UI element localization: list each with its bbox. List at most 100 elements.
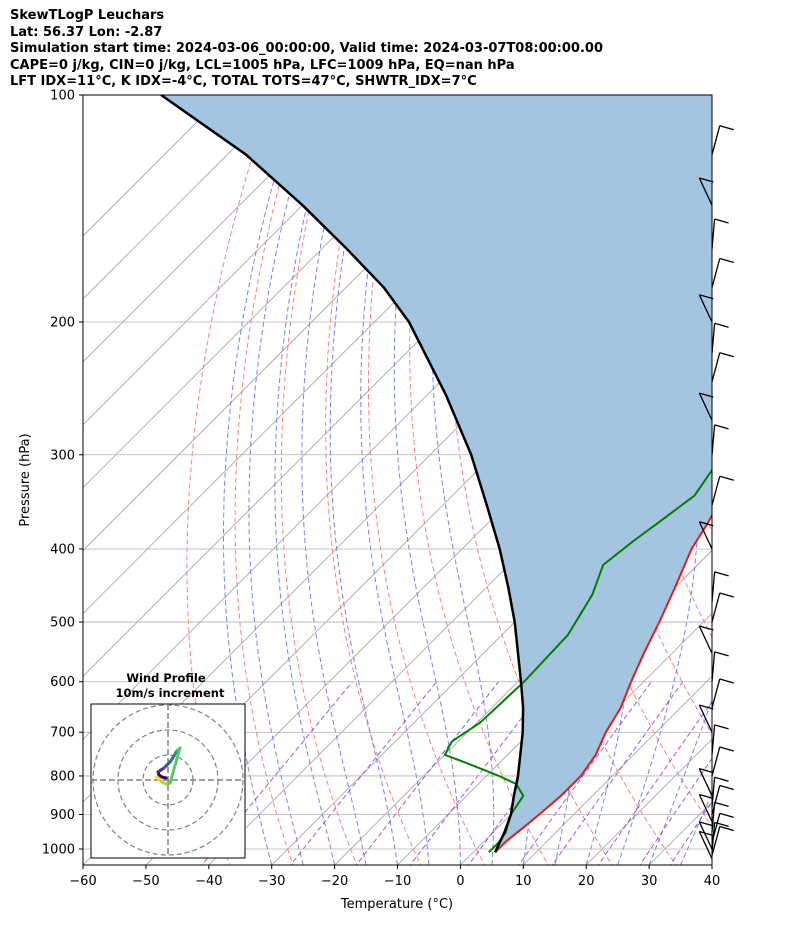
barb-flag	[719, 784, 734, 791]
wind-barb	[698, 521, 714, 550]
barb-shaft	[698, 294, 713, 323]
barb-flag	[699, 625, 714, 631]
barb-flag	[719, 592, 734, 598]
y-tick-label: 400	[50, 542, 75, 557]
wind-barb	[698, 392, 714, 421]
moist-adiabat-line	[301, 95, 367, 865]
mixing-ratio-line	[597, 700, 712, 865]
wind-barb	[711, 776, 729, 808]
barb-shaft	[698, 177, 713, 206]
wind-barb	[698, 177, 714, 206]
barb-flag	[699, 821, 714, 827]
isotherm-line	[711, 864, 712, 865]
barb-flag	[714, 724, 729, 730]
barb-flag	[714, 571, 729, 577]
x-tick-label: −20	[321, 874, 348, 889]
chart-title: SkewTLogP Leuchars	[10, 8, 165, 23]
y-tick-label: 200	[50, 315, 75, 330]
dry-adiabat-line	[761, 95, 794, 868]
y-tick-label: 700	[50, 726, 75, 741]
barb-shaft	[711, 125, 721, 155]
wind-barb	[711, 651, 729, 682]
barb-shaft	[698, 794, 713, 822]
y-tick-label: 300	[50, 448, 75, 463]
wind-barb	[711, 724, 729, 755]
barb-shaft	[698, 831, 713, 859]
time-line: Simulation start time: 2024-03-06_00:00:…	[10, 41, 603, 56]
isotherm-line	[775, 95, 794, 865]
barb-flag	[699, 521, 714, 527]
isotherm-line	[83, 95, 225, 237]
inset-subtitle: 10m/s increment	[116, 686, 225, 700]
dewpoint-line	[443, 468, 712, 854]
moist-adiabat-line	[248, 95, 318, 865]
y-tick-label: 900	[50, 808, 75, 823]
barb-flag	[699, 830, 714, 837]
barb-shaft	[711, 352, 721, 382]
barb-flag	[699, 177, 714, 183]
barb-shaft	[711, 592, 721, 623]
y-tick-label: 1000	[42, 843, 75, 858]
barb-flag	[714, 776, 729, 782]
x-tick-label: −10	[384, 874, 411, 889]
profile-lines	[160, 95, 712, 854]
moist-adiabat-line	[329, 95, 398, 865]
barb-shaft	[698, 392, 713, 421]
x-tick-label: 10	[515, 874, 532, 889]
x-tick-label: 20	[578, 874, 595, 889]
barb-shaft	[711, 813, 721, 843]
barb-flag	[719, 746, 734, 752]
dry-adiabat-line	[409, 95, 549, 865]
moist-adiabat-line	[223, 95, 300, 865]
barb-shaft	[711, 746, 721, 777]
barb-shaft	[711, 678, 721, 709]
barb-shaft	[698, 625, 713, 654]
moist-adiabat-line	[680, 791, 712, 865]
mixing-ratio-line	[289, 681, 437, 865]
barb-shaft	[711, 258, 721, 288]
mixing-ratio-line	[409, 681, 550, 865]
wind-barb	[698, 830, 714, 859]
isotherm-line	[83, 95, 413, 426]
barb-flag	[719, 812, 734, 819]
x-tick-label: 30	[641, 874, 658, 889]
wind-barb	[711, 322, 729, 354]
barb-flag	[719, 678, 734, 684]
barb-shaft	[711, 777, 716, 808]
x-tick-label: −30	[258, 874, 285, 889]
wind-barb	[711, 746, 734, 777]
mixing-ratio-line	[669, 800, 712, 865]
y-axis-label: Pressure (hPa)	[18, 433, 33, 526]
wind-barb	[698, 767, 714, 797]
moist-adiabat-line	[431, 95, 495, 865]
wind-barb	[711, 125, 734, 155]
x-tick-label: 40	[704, 874, 721, 889]
wind-barb	[711, 218, 729, 249]
barb-shaft	[711, 323, 716, 354]
hodograph-segment	[168, 746, 182, 785]
x-tick-label: 0	[456, 874, 464, 889]
dry-adiabat-line	[186, 95, 273, 865]
y-tick-label: 100	[50, 89, 75, 104]
hodograph-inset: Wind Profile 10m/s increment	[90, 671, 246, 859]
barb-flag	[714, 424, 729, 430]
wind-barb	[711, 424, 729, 455]
y-tick-label: 800	[50, 769, 75, 784]
x-axis-label: Temperature (°C)	[340, 897, 453, 912]
indices-line-2: LFT IDX=11°C, K IDX=-4°C, TOTAL TOTS=47°…	[10, 74, 477, 89]
x-tick-label: −50	[132, 874, 159, 889]
wind-barbs	[698, 125, 734, 859]
barb-flag	[699, 767, 714, 774]
isotherm-line	[334, 487, 712, 865]
barb-shaft	[711, 571, 716, 602]
wind-barb	[698, 625, 714, 654]
mixing-ratio-line	[639, 757, 712, 865]
barb-flag	[699, 704, 714, 710]
wind-barb	[711, 678, 734, 709]
mixing-ratio-line	[518, 681, 652, 865]
cape-shading	[161, 95, 712, 853]
isotherm-line	[523, 675, 712, 865]
temperature-line	[494, 513, 712, 854]
